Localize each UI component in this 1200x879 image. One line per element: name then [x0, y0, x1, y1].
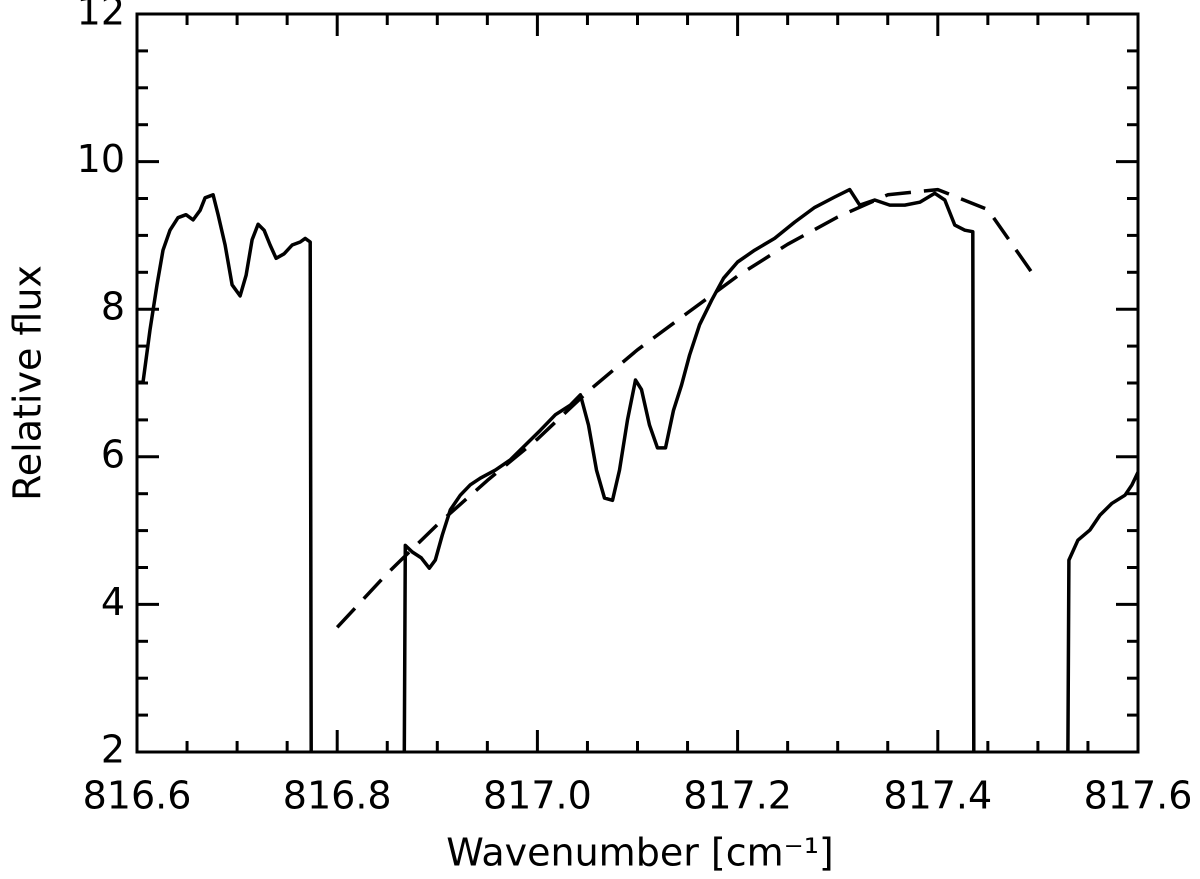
spectrum-line — [137, 187, 1140, 753]
fit-curve — [335, 187, 1040, 629]
x-tick-label: 817.6 — [1084, 774, 1193, 818]
x-tick-label: 816.6 — [83, 774, 192, 818]
y-tick-label: 10 — [77, 137, 125, 181]
y-tick-label: 4 — [101, 580, 125, 624]
x-tick-label: 817.0 — [483, 774, 592, 818]
x-axis-label: Wavenumber [cm⁻¹] — [446, 831, 834, 875]
x-tick-label: 817.4 — [883, 774, 992, 818]
x-tick-label: 816.8 — [283, 774, 392, 818]
x-tick-label: 817.2 — [683, 774, 792, 818]
y-tick-label: 8 — [101, 285, 125, 329]
y-axis-label: Relative flux — [6, 265, 50, 501]
y-tick-label: 2 — [101, 728, 125, 772]
y-tick-label: 6 — [101, 432, 125, 476]
y-tick-label: 12 — [77, 0, 125, 34]
